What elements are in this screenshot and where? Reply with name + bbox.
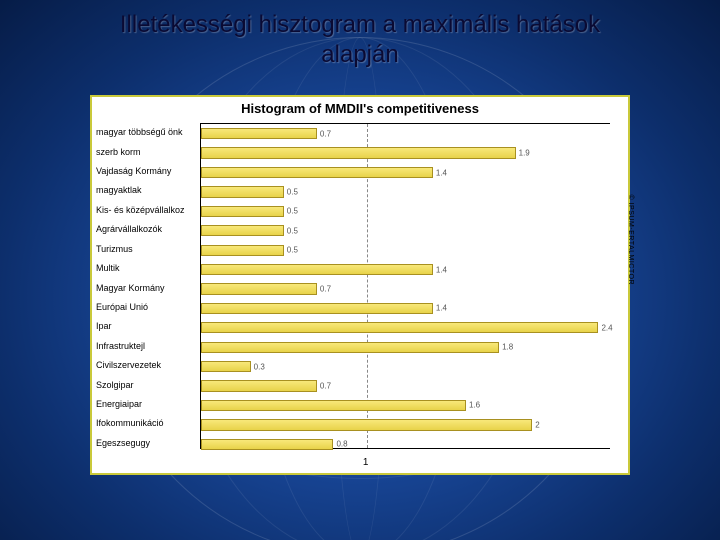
bar-value-label: 0.7	[320, 129, 331, 138]
y-label: Vajdaság Kormány	[96, 167, 196, 176]
y-label: Civilszervezetek	[96, 361, 196, 370]
y-label: Energiaipar	[96, 400, 196, 409]
bar-value-label: 1.8	[502, 343, 513, 352]
bar	[201, 128, 317, 139]
bar-value-label: 2.4	[601, 323, 612, 332]
slide-title-line2: alapján	[321, 41, 398, 68]
bar-row: 0.3	[201, 361, 610, 372]
bar-value-label: 1.6	[469, 401, 480, 410]
bar-row: 1.9	[201, 147, 610, 158]
y-label: Egeszsegugy	[96, 439, 196, 448]
bar-value-label: 2	[535, 420, 539, 429]
y-label: Ipar	[96, 322, 196, 331]
bar	[201, 439, 333, 450]
bar	[201, 361, 251, 372]
bar-row: 1.4	[201, 167, 610, 178]
bar-value-label: 0.7	[320, 284, 331, 293]
y-label: szerb korm	[96, 148, 196, 157]
bar-value-label: 0.5	[287, 207, 298, 216]
bar	[201, 283, 317, 294]
y-label: Európai Unió	[96, 303, 196, 312]
bar	[201, 419, 532, 430]
bar-row: 1.8	[201, 342, 610, 353]
y-label: Ifokommunikáció	[96, 419, 196, 428]
bar-row: 1.4	[201, 264, 610, 275]
chart-watermark: © IPSUM-ERTALMICTOR	[627, 195, 634, 286]
y-label: Multik	[96, 264, 196, 273]
y-label: Magyar Kormány	[96, 284, 196, 293]
bar	[201, 186, 284, 197]
bar-value-label: 1.4	[436, 265, 447, 274]
bar-value-label: 1.4	[436, 168, 447, 177]
bar-row: 0.8	[201, 439, 610, 450]
bar-row: 0.5	[201, 245, 610, 256]
y-label: Infrastruktejl	[96, 342, 196, 351]
bar	[201, 206, 284, 217]
bar-value-label: 0.5	[287, 187, 298, 196]
bar	[201, 147, 516, 158]
bar-row: 1.4	[201, 303, 610, 314]
bar	[201, 264, 433, 275]
bar	[201, 245, 284, 256]
bar-value-label: 1.4	[436, 304, 447, 313]
y-label: Turizmus	[96, 245, 196, 254]
chart-frame: Histogram of MMDII's competitiveness mag…	[90, 95, 630, 475]
bar-row: 0.5	[201, 225, 610, 236]
bar-value-label: 0.7	[320, 382, 331, 391]
bar	[201, 380, 317, 391]
bar	[201, 400, 466, 411]
bar-row: 0.7	[201, 283, 610, 294]
y-label: magyaktlak	[96, 186, 196, 195]
y-label: magyar többségű önk	[96, 128, 196, 137]
bar	[201, 322, 598, 333]
bar-value-label: 0.8	[336, 440, 347, 449]
y-label: Kis- és középvállalkoz	[96, 206, 196, 215]
x-tick-1: 1	[363, 457, 369, 468]
y-axis-labels: magyar többségű önk szerb korm Vajdaság Ko…	[96, 123, 198, 449]
slide-title-line1: Illetékességi hisztogram a maximális hat…	[120, 11, 600, 38]
bar	[201, 303, 433, 314]
bar-row: 1.6	[201, 400, 610, 411]
bar-row: 0.7	[201, 380, 610, 391]
bar-row: 2.4	[201, 322, 610, 333]
bar-row: 0.5	[201, 206, 610, 217]
bar-row: 0.5	[201, 186, 610, 197]
slide-title: Illetékességi hisztogram a maximális hat…	[0, 10, 720, 70]
bar-value-label: 1.9	[519, 149, 530, 158]
bar	[201, 225, 284, 236]
bar-value-label: 0.5	[287, 246, 298, 255]
y-label: Agrárvállalkozók	[96, 225, 196, 234]
bar-row: 2	[201, 419, 610, 430]
bar	[201, 167, 433, 178]
bar	[201, 342, 499, 353]
bar-value-label: 0.5	[287, 226, 298, 235]
bar-row: 0.7	[201, 128, 610, 139]
bar-value-label: 0.3	[254, 362, 265, 371]
plot-area: 0.7 1.9 1.4 0.5 0.5 0.5 0.5 1.4 0.7 1.4 2.4 1.8 0.3 0…	[200, 123, 610, 449]
y-label: Szolgipar	[96, 381, 196, 390]
chart-title: Histogram of MMDII's competitiveness	[92, 97, 628, 118]
